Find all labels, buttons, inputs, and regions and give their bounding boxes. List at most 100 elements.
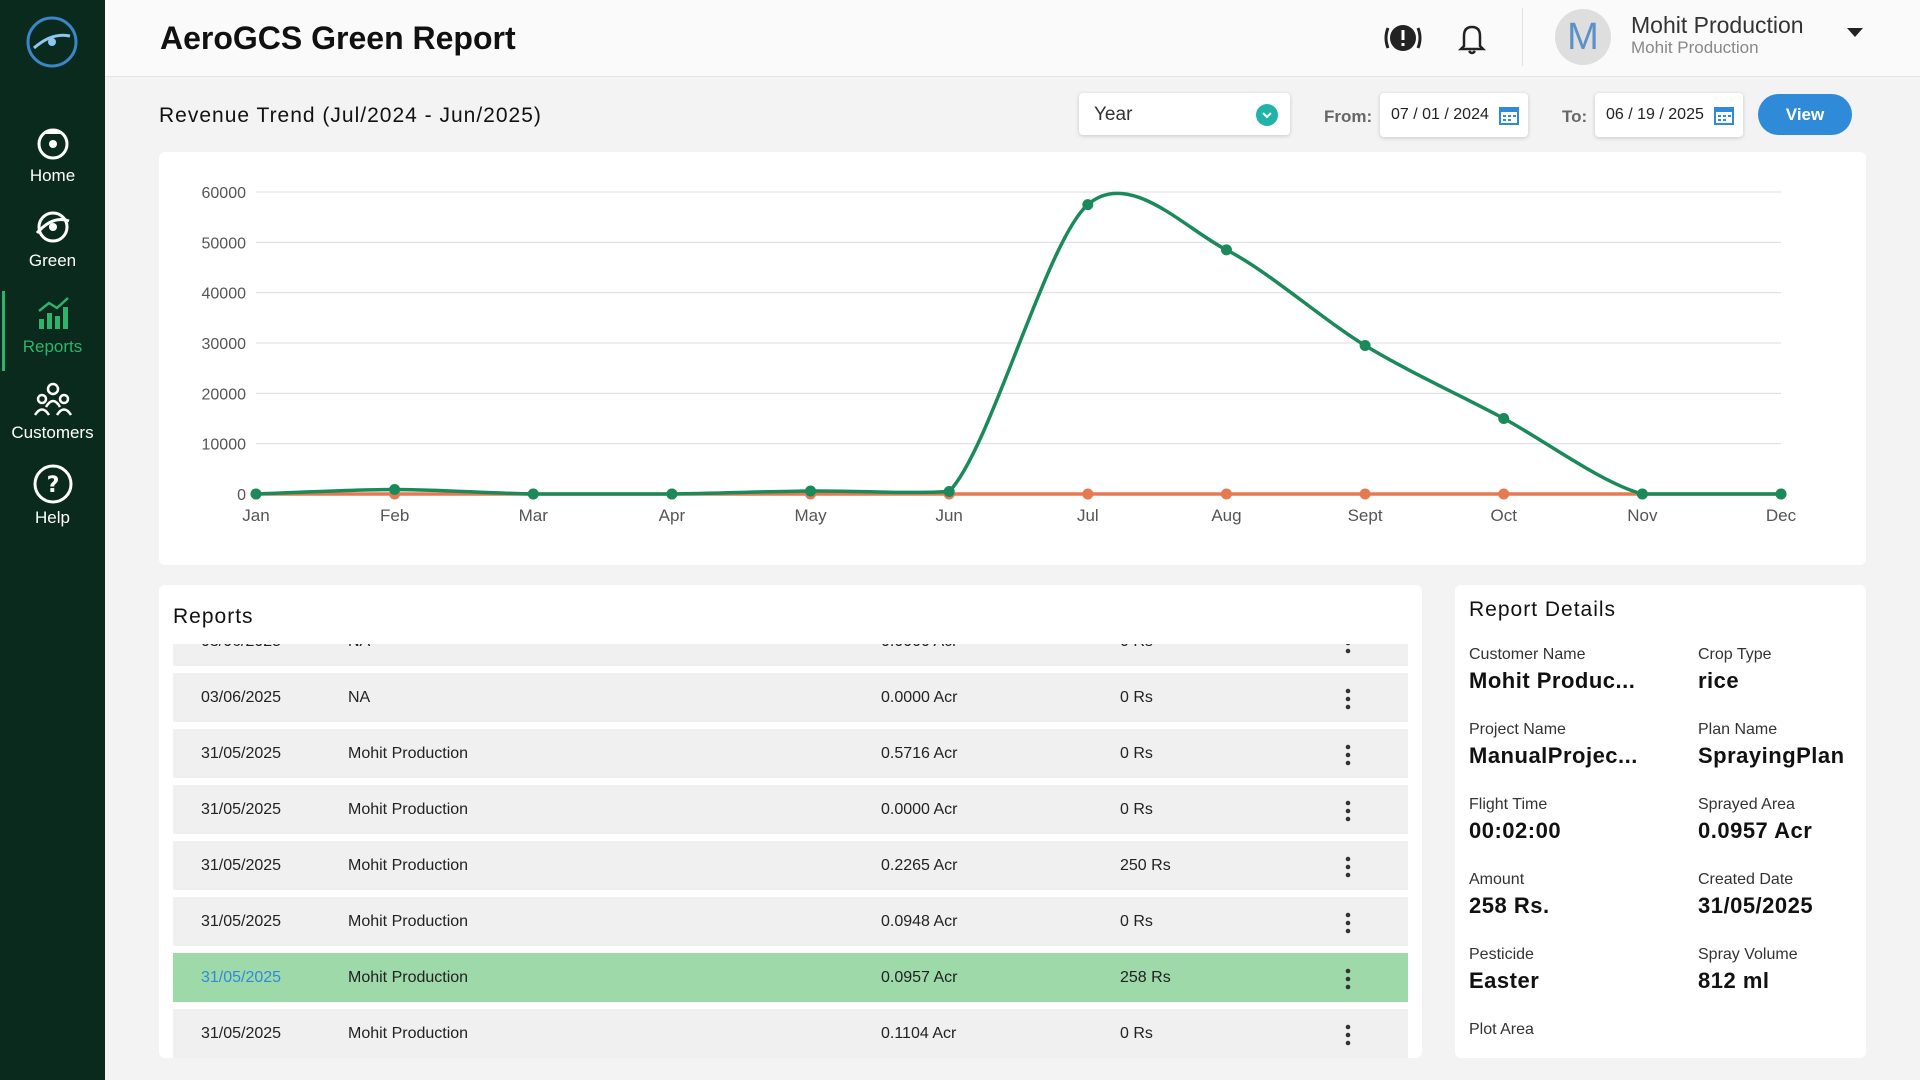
reports-list[interactable]: 03/06/2025 NA 0.0000 Acr 0 Rs 03/06/2025 NA 0.… xyxy=(173,644,1408,1058)
detail-value: 31/05/2025 xyxy=(1698,893,1814,918)
row-area: 0.0000 Acr xyxy=(881,644,958,667)
more-options-icon[interactable] xyxy=(1343,800,1353,822)
row-amount: 258 Rs xyxy=(1120,969,1171,986)
table-row[interactable]: 31/05/2025 Mohit Production 0.1104 Acr 0 Rs xyxy=(173,1009,1408,1058)
data-point[interactable] xyxy=(1636,488,1648,500)
data-point[interactable] xyxy=(943,485,955,497)
x-tick-label: Jul xyxy=(1077,506,1099,525)
green-icon xyxy=(35,211,70,243)
alert-icon[interactable] xyxy=(1383,18,1423,58)
row-customer-name: Mohit Production xyxy=(348,857,469,874)
x-tick-label: Mar xyxy=(519,506,549,525)
more-options-icon[interactable] xyxy=(1343,644,1353,654)
from-date-input[interactable]: 07 / 01 / 2024 xyxy=(1380,93,1528,137)
series-line-0 xyxy=(255,191,1781,496)
to-date-input[interactable]: 06 / 19 / 2025 xyxy=(1595,93,1743,137)
x-tick-label: Feb xyxy=(380,506,409,525)
table-row[interactable]: 03/06/2025 NA 0.0000 Acr 0 Rs xyxy=(173,644,1408,667)
detail-label: Flight Time xyxy=(1469,796,1548,813)
row-customer-name: Mohit Production xyxy=(348,913,469,930)
detail-label: Created Date xyxy=(1698,871,1794,888)
y-tick-label: 30000 xyxy=(202,336,247,353)
sidebar: Home Green Reports Customers xyxy=(0,0,105,1080)
data-point[interactable] xyxy=(666,488,678,500)
sidebar-item-customers[interactable]: Customers xyxy=(0,377,105,457)
sidebar-item-label: Green xyxy=(28,251,77,270)
y-tick-label: 60000 xyxy=(202,185,247,202)
table-row[interactable]: 31/05/2025 Mohit Production 0.0000 Acr 0 Rs xyxy=(173,785,1408,835)
top-header: AeroGCS Green Report M Mohit Production … xyxy=(105,0,1920,77)
x-tick-label: Jan xyxy=(242,506,269,525)
table-row[interactable]: 31/05/2025 Mohit Production 0.0948 Acr 0 Rs xyxy=(173,897,1408,947)
header-divider xyxy=(1522,8,1523,66)
row-customer-name: Mohit Production xyxy=(348,801,469,818)
data-point[interactable] xyxy=(1775,488,1787,500)
data-point[interactable] xyxy=(1359,488,1371,500)
reports-icon xyxy=(37,297,69,329)
data-point[interactable] xyxy=(527,488,539,500)
view-button[interactable]: View xyxy=(1758,94,1852,135)
app-logo-icon[interactable] xyxy=(24,14,80,70)
row-customer-name: Mohit Production xyxy=(348,745,469,762)
data-point[interactable] xyxy=(1498,413,1510,424)
table-row[interactable]: 31/05/2025 Mohit Production 0.5716 Acr 0 Rs xyxy=(173,729,1408,779)
period-select-value: Year xyxy=(1094,104,1133,125)
user-name[interactable]: Mohit Production xyxy=(1631,12,1804,38)
data-point[interactable] xyxy=(805,485,817,497)
y-tick-label: 40000 xyxy=(202,286,247,303)
more-options-icon[interactable] xyxy=(1343,912,1353,934)
y-tick-label: 50000 xyxy=(202,235,247,252)
sidebar-item-label: Reports xyxy=(22,337,83,356)
detail-label: Plan Name xyxy=(1698,721,1778,738)
data-point[interactable] xyxy=(1220,244,1232,256)
more-options-icon[interactable] xyxy=(1343,744,1353,766)
avatar[interactable]: M xyxy=(1555,9,1611,65)
report-details-card: Report Details Customer Name Mohit Produc… xyxy=(1455,585,1866,1058)
row-amount: 0 Rs xyxy=(1120,644,1153,667)
row-amount: 0 Rs xyxy=(1120,1025,1153,1042)
x-tick-label: Dec xyxy=(1766,506,1797,525)
revenue-chart-card: 60000 50000 40000 30000 20000 10000 0 Jan Feb Mar… xyxy=(159,152,1866,565)
x-tick-label: Aug xyxy=(1211,506,1241,525)
data-point[interactable] xyxy=(1498,488,1510,500)
user-subtitle: Mohit Production xyxy=(1631,38,1759,57)
sidebar-item-help[interactable]: ? Help xyxy=(0,462,105,542)
bell-icon[interactable] xyxy=(1452,18,1492,58)
calendar-icon[interactable] xyxy=(1498,104,1520,126)
row-area: 0.2265 Acr xyxy=(881,857,958,874)
x-tick-label: May xyxy=(794,506,827,525)
row-amount: 0 Rs xyxy=(1120,745,1153,762)
table-row[interactable]: 03/06/2025 NA 0.0000 Acr 0 Rs xyxy=(173,673,1408,723)
data-point[interactable] xyxy=(1220,488,1232,500)
x-tick-label: Jun xyxy=(935,506,962,525)
more-options-icon[interactable] xyxy=(1343,688,1353,710)
more-options-icon[interactable] xyxy=(1343,856,1353,878)
calendar-icon[interactable] xyxy=(1713,104,1735,126)
row-date: 31/05/2025 xyxy=(201,745,282,762)
sidebar-item-home[interactable]: Home xyxy=(0,120,105,200)
data-point[interactable] xyxy=(250,488,262,500)
row-customer-name: Mohit Production xyxy=(348,969,469,986)
detail-value: rice xyxy=(1698,668,1740,693)
sidebar-item-green[interactable]: Green xyxy=(0,205,105,285)
more-options-icon[interactable] xyxy=(1343,1024,1353,1046)
to-date-value: 06 / 19 / 2025 xyxy=(1606,106,1704,123)
sidebar-item-reports[interactable]: Reports xyxy=(0,291,105,371)
detail-value: 00:02:00 xyxy=(1469,818,1562,843)
row-area: 0.0000 Acr xyxy=(881,801,958,818)
row-customer-name: NA xyxy=(348,644,370,667)
row-date: 31/05/2025 xyxy=(201,1025,282,1042)
more-options-icon[interactable] xyxy=(1343,968,1353,990)
row-area: 0.0000 Acr xyxy=(881,689,958,706)
data-point[interactable] xyxy=(1082,199,1094,211)
detail-value: SprayingPlan xyxy=(1698,743,1845,768)
chevron-down-icon[interactable] xyxy=(1847,28,1863,37)
detail-value: 0.0957 Acr xyxy=(1698,818,1813,843)
y-tick-label: 0 xyxy=(237,487,246,504)
data-point[interactable] xyxy=(1082,488,1094,500)
period-select[interactable]: Year xyxy=(1079,93,1290,135)
table-row[interactable]: 31/05/2025 Mohit Production 0.0957 Acr 258 … xyxy=(173,953,1408,1003)
data-point[interactable] xyxy=(389,483,401,495)
table-row[interactable]: 31/05/2025 Mohit Production 0.2265 Acr 250 … xyxy=(173,841,1408,891)
data-point[interactable] xyxy=(1359,340,1371,352)
